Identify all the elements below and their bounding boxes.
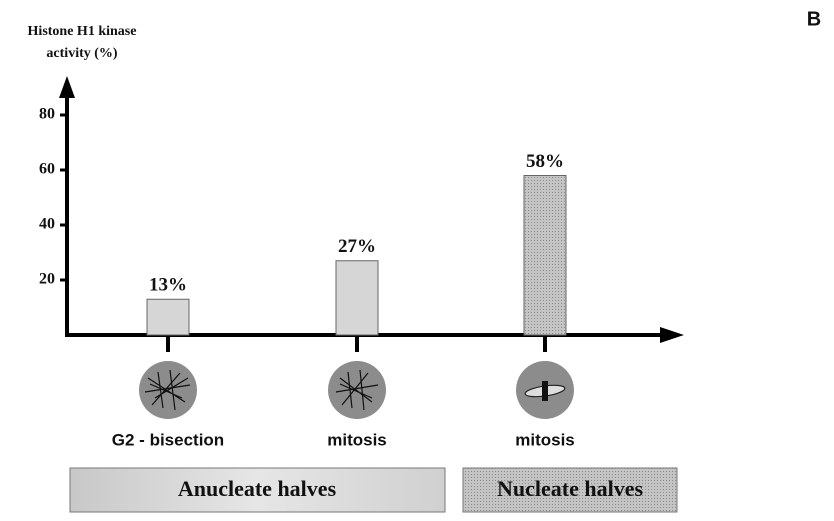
bar	[147, 299, 189, 335]
cell-icon	[139, 361, 197, 419]
cell-icon	[328, 361, 386, 419]
x-tick-label: G2 - bisection	[112, 430, 224, 449]
y-tick-label: 80	[39, 106, 55, 123]
page: {"chart_data": {"type": "bar", "panel_la…	[0, 0, 834, 521]
cell-icon	[516, 361, 574, 419]
y-axis-arrow	[59, 76, 75, 98]
panel-label: B	[807, 8, 821, 30]
y-tick-label: 20	[39, 271, 55, 288]
group-label: Anucleate halves	[178, 476, 337, 501]
x-tick-label: mitosis	[515, 430, 575, 449]
y-tick-label: 40	[39, 216, 55, 233]
y-axis-label: Histone H1 kinase	[28, 24, 137, 39]
x-axis-arrow	[660, 327, 684, 343]
value-label: 13%	[149, 275, 187, 296]
value-label: 58%	[526, 151, 564, 172]
bar	[524, 176, 566, 336]
y-tick-label: 60	[39, 161, 55, 178]
group-label: Nucleate halves	[497, 476, 643, 501]
y-axis-label: activity (%)	[46, 46, 117, 61]
x-tick-label: mitosis	[327, 430, 387, 449]
bar	[336, 261, 378, 335]
value-label: 27%	[338, 236, 376, 257]
chart: B Histone H1 kinase activity (%) Anuclea…	[0, 0, 834, 521]
